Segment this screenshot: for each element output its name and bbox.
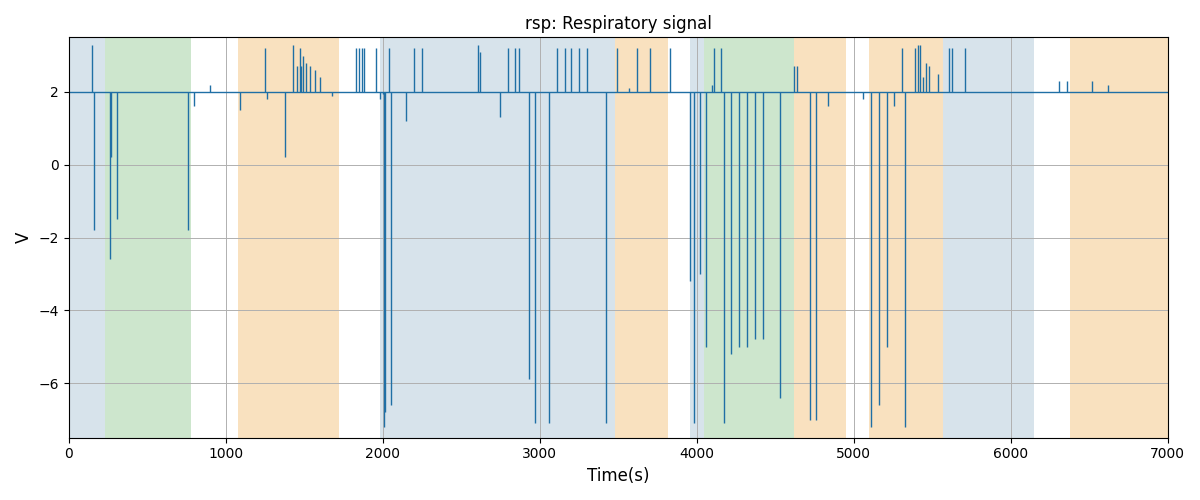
Bar <box>104 38 191 438</box>
Y-axis label: V: V <box>16 232 34 243</box>
Bar <box>379 38 614 438</box>
Bar <box>704 38 794 438</box>
Bar <box>794 38 846 438</box>
Bar <box>68 38 104 438</box>
Title: rsp: Respiratory signal: rsp: Respiratory signal <box>524 15 712 33</box>
Bar <box>239 38 338 438</box>
Bar <box>690 38 704 438</box>
X-axis label: Time(s): Time(s) <box>587 467 649 485</box>
Bar <box>614 38 668 438</box>
Bar <box>869 38 943 438</box>
Bar <box>943 38 1034 438</box>
Bar <box>1070 38 1168 438</box>
